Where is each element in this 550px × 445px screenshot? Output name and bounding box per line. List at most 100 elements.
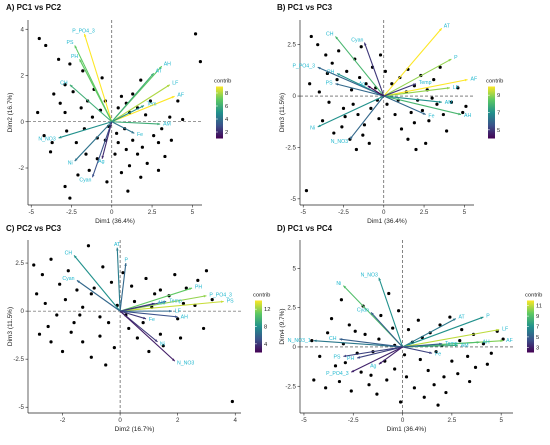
data-point — [163, 154, 167, 159]
data-point — [131, 138, 135, 142]
legend-tick-label: 7 — [536, 325, 539, 331]
data-point — [317, 90, 321, 94]
x-tick-label: -5 — [301, 417, 307, 424]
vector-label: P_PO4_3 — [72, 29, 95, 35]
vector-arrowhead — [480, 316, 484, 320]
vector-arrowhead — [351, 369, 355, 373]
data-point — [55, 313, 59, 317]
data-point — [98, 315, 102, 319]
vector-arrowhead — [101, 155, 105, 159]
vector-arrow — [402, 346, 433, 354]
legend-tick-label: 3 — [536, 345, 539, 351]
vector-arrow — [116, 247, 121, 312]
vector-arrow — [383, 95, 442, 103]
legend-colorbar — [255, 300, 262, 353]
vector-arrowhead — [455, 344, 458, 347]
data-point — [387, 291, 391, 296]
vector-label: Fe — [137, 132, 143, 138]
data-point — [98, 334, 102, 338]
vector-label: LF — [502, 327, 508, 333]
panel-title: A) PC1 vs PC2 — [6, 3, 62, 12]
data-point — [87, 168, 91, 172]
vector-arrowhead — [83, 33, 87, 37]
vector-arrow — [91, 121, 113, 178]
vector-label: AM — [158, 300, 166, 306]
vector-label: AT — [114, 242, 121, 248]
data-point — [100, 76, 104, 80]
data-point — [210, 297, 214, 302]
data-point — [116, 106, 120, 110]
data-point — [359, 45, 363, 49]
data-point — [364, 82, 368, 86]
vector-label: AF — [470, 77, 477, 83]
vector-label: Ni — [336, 281, 341, 287]
data-point — [351, 102, 355, 106]
panel-4: D) PC1 vs PC4 -5 -2.5 0 2.5 5 -2.5 0 2.5 5 Dim1 (3… — [277, 224, 542, 433]
vector-label: Temp — [169, 298, 182, 304]
data-point — [456, 86, 460, 90]
x-tick-label: 5 — [463, 209, 467, 216]
data-point — [409, 110, 413, 115]
vector-label: Cyan — [79, 178, 91, 184]
vector-arrowhead — [429, 351, 433, 354]
vector-label: Temp — [419, 80, 432, 86]
data-point — [438, 323, 442, 327]
vector-arrow — [111, 105, 145, 123]
data-point — [337, 49, 341, 53]
legend-title: contrib — [486, 79, 503, 85]
data-point — [468, 379, 472, 384]
vector-label: AT — [458, 315, 465, 321]
vector-label: Fe — [428, 113, 434, 119]
data-point — [184, 286, 188, 290]
vector-arrowhead — [438, 100, 442, 104]
vector-label: LF — [453, 85, 459, 91]
vector-arrow — [317, 95, 385, 128]
data-point — [86, 244, 91, 248]
vector-label: Ag — [359, 82, 365, 88]
vector-arrow — [111, 121, 161, 125]
vector-label: N_NO3 — [38, 136, 55, 142]
y-axis-label: Dim3 (11.5%) — [7, 307, 14, 346]
data-point — [109, 280, 114, 284]
data-point — [32, 263, 36, 267]
data-point — [92, 286, 96, 290]
data-point — [406, 328, 411, 332]
legend-tick-label: 4 — [264, 342, 268, 348]
legend-title: contrib — [253, 293, 270, 299]
vector-arrow — [119, 310, 176, 362]
data-point — [78, 313, 82, 317]
legend-colorbar — [527, 300, 534, 353]
data-point — [349, 389, 353, 393]
data-point — [444, 390, 448, 395]
data-point — [363, 332, 367, 336]
data-point — [426, 368, 430, 373]
y-tick-label: -2.5 — [285, 144, 296, 151]
vector-label: LF — [172, 81, 178, 87]
vector-arrow — [339, 338, 403, 348]
vector-arrowhead — [171, 96, 175, 99]
vector-arrow — [101, 121, 113, 159]
data-point — [201, 326, 206, 331]
data-point — [176, 317, 180, 321]
vector-label: AF — [177, 93, 184, 99]
vector-label: CH — [60, 80, 68, 86]
y-tick-label: -2.5 — [285, 383, 296, 390]
data-point — [105, 180, 109, 184]
data-point — [441, 112, 445, 117]
vector-arrowhead — [189, 287, 193, 291]
data-point — [481, 342, 486, 346]
data-point — [42, 134, 46, 138]
legend-title: contrib — [525, 293, 542, 299]
y-tick-label: 0 — [293, 93, 297, 100]
vector-arrowhead — [131, 130, 135, 134]
data-point — [438, 65, 442, 69]
y-tick-label: 2.5 — [287, 42, 296, 49]
data-point — [427, 119, 431, 123]
vector-arrow — [402, 329, 500, 348]
data-point — [72, 321, 76, 325]
data-point — [377, 117, 381, 121]
data-point — [377, 337, 381, 341]
data-point — [337, 379, 342, 384]
data-point — [330, 61, 334, 65]
data-point — [460, 328, 464, 332]
